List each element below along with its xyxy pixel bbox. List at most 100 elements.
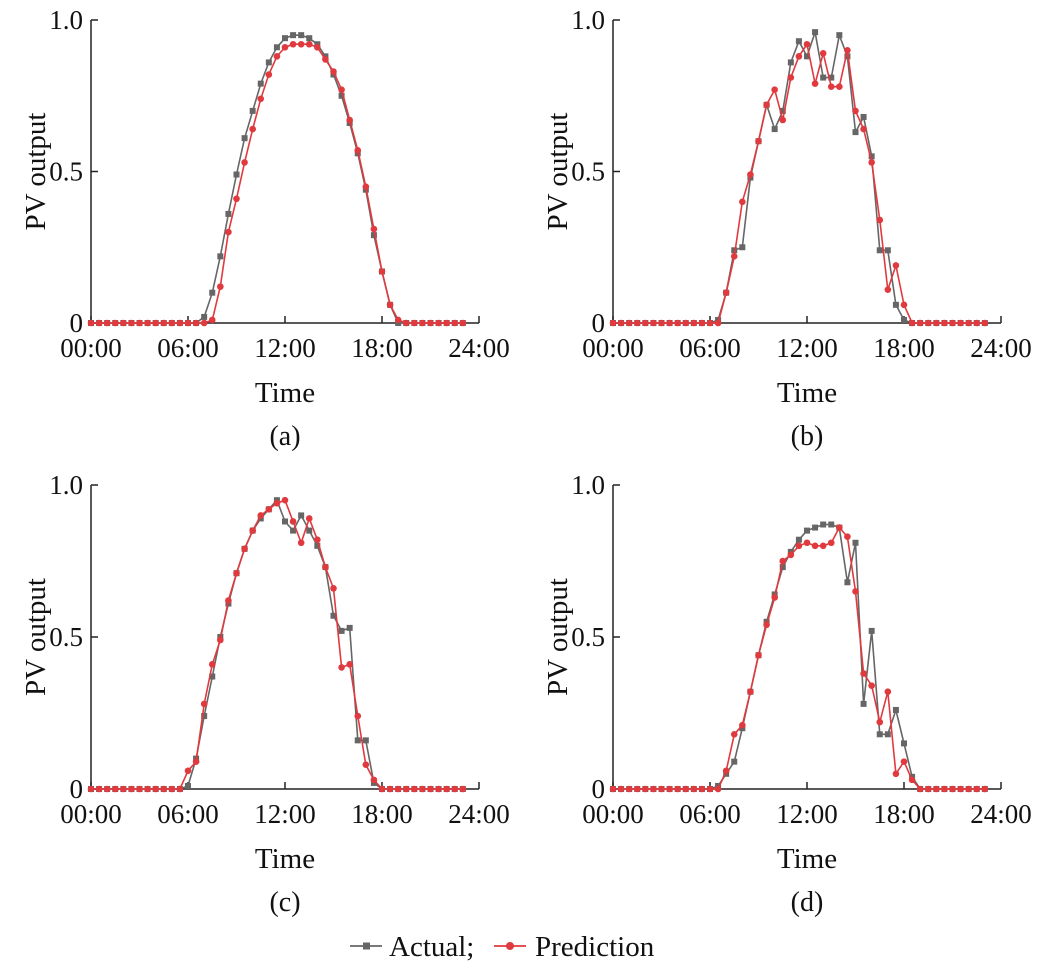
x-tick-label: 12:00 <box>254 333 316 363</box>
data-point <box>200 319 208 327</box>
data-point <box>241 135 248 142</box>
data-point <box>305 515 313 522</box>
x-tick-label: 00:00 <box>582 799 644 829</box>
y-axis-title: PV output <box>20 578 52 696</box>
series-line <box>613 42 985 324</box>
panel-label: (c) <box>269 887 300 918</box>
data-point <box>828 74 835 81</box>
data-point <box>852 539 859 546</box>
data-point <box>787 59 794 66</box>
data-point <box>249 107 256 114</box>
y-tick-label: 0.5 <box>49 622 83 652</box>
series-actual <box>88 497 466 792</box>
data-point <box>981 319 989 327</box>
data-point <box>779 557 787 565</box>
series-actual <box>88 32 466 326</box>
data-point <box>916 785 924 793</box>
data-point <box>208 661 216 668</box>
data-point <box>804 53 810 60</box>
data-point <box>330 585 337 592</box>
data-point <box>690 319 698 327</box>
data-point <box>941 319 948 327</box>
data-point <box>868 159 875 166</box>
data-point <box>289 40 297 48</box>
data-point <box>411 319 418 327</box>
legend-label: Prediction <box>535 931 655 963</box>
data-point <box>128 785 135 793</box>
data-point <box>435 319 442 327</box>
data-point <box>642 319 649 327</box>
data-point <box>451 319 459 327</box>
data-point <box>957 785 964 793</box>
data-point <box>722 767 730 775</box>
data-point <box>443 319 450 327</box>
series-line <box>91 34 463 324</box>
data-point <box>176 319 184 327</box>
data-point <box>706 785 714 793</box>
data-point <box>265 59 272 66</box>
data-point <box>160 319 168 327</box>
data-point <box>402 319 410 327</box>
data-point <box>924 319 932 327</box>
data-point <box>795 536 802 543</box>
data-point <box>852 588 859 595</box>
data-point <box>201 713 208 720</box>
data-point <box>298 32 305 39</box>
data-point <box>892 301 899 308</box>
data-point <box>682 319 690 327</box>
data-point <box>965 319 972 327</box>
data-point <box>633 785 641 793</box>
data-point <box>314 43 321 51</box>
series-actual <box>610 29 988 326</box>
data-point <box>136 785 143 793</box>
data-point <box>103 319 111 327</box>
data-point <box>354 146 362 154</box>
data-point <box>884 688 892 696</box>
data-point <box>779 564 786 571</box>
series-prediction <box>609 40 989 327</box>
data-point <box>95 785 103 793</box>
panel-c: 00:00 06:00 12:00 18:00 24:00 0 0.5 1.0 Time PV o… <box>20 470 510 918</box>
data-point <box>957 319 964 327</box>
data-point <box>282 518 288 525</box>
data-point <box>965 785 972 793</box>
y-axis-title: PV output <box>542 113 574 231</box>
y-tick-label: 0.5 <box>49 157 83 187</box>
data-point <box>949 319 956 327</box>
data-point <box>346 116 353 124</box>
data-point <box>739 721 746 729</box>
data-point <box>812 29 819 36</box>
x-tick-label: 00:00 <box>60 333 122 363</box>
data-point <box>297 539 305 547</box>
x-tick-label: 06:00 <box>157 333 219 363</box>
data-point <box>714 319 722 327</box>
data-point <box>666 319 673 327</box>
data-point <box>95 319 103 327</box>
data-point <box>87 785 95 793</box>
data-point <box>900 758 908 765</box>
data-point <box>290 527 297 534</box>
x-axis-title: Time <box>777 377 837 409</box>
data-point <box>827 539 835 547</box>
data-point <box>722 289 730 297</box>
data-point <box>844 579 851 586</box>
data-point <box>771 126 778 133</box>
data-point <box>338 86 345 93</box>
data-point <box>330 612 337 619</box>
data-point <box>273 499 281 507</box>
data-point <box>755 137 762 145</box>
series-prediction <box>87 496 467 793</box>
data-point <box>435 785 442 793</box>
data-point <box>298 512 305 519</box>
data-point <box>233 569 240 577</box>
data-point <box>739 244 746 251</box>
data-point <box>690 785 698 793</box>
data-point <box>827 83 835 90</box>
panel-a: 00:00 06:00 12:00 18:00 24:00 0 0.5 1.0 Time PV o… <box>20 5 510 452</box>
y-axis-title: PV output <box>542 578 574 696</box>
x-tick-label: 18:00 <box>873 333 935 363</box>
data-point <box>771 594 778 601</box>
data-point <box>322 56 329 63</box>
data-point <box>876 731 883 738</box>
data-point <box>257 95 265 103</box>
